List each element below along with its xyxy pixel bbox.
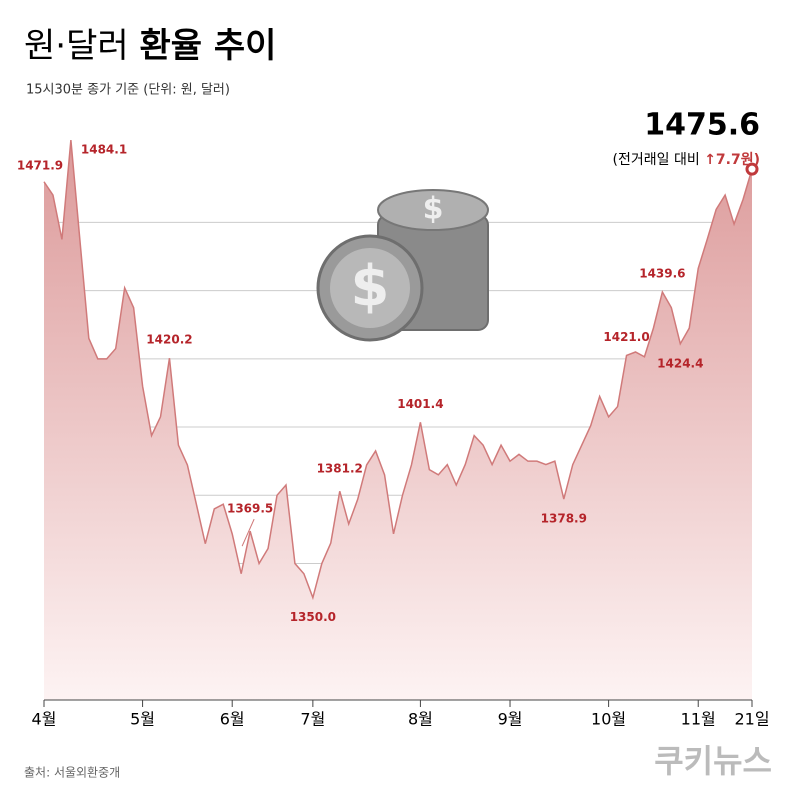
title-bold: 환율 추이	[139, 26, 276, 66]
x-tick-label: 7월	[300, 710, 325, 729]
line	[43, 140, 753, 601]
change-label: ↑7.7원)	[704, 152, 760, 168]
value-label: 1378.9	[541, 512, 587, 526]
svg-text:$: $	[423, 192, 444, 227]
value-label: 1420.2	[146, 333, 192, 347]
value-label: 1439.6	[639, 266, 685, 280]
last-point	[745, 162, 759, 176]
value-label: 1350.0	[290, 610, 336, 624]
value-label: 1471.9	[17, 158, 63, 172]
x-tick-label: 11월	[681, 710, 716, 729]
brand: 쿠키뉴스	[654, 742, 772, 780]
x-tick-label: 4월	[32, 710, 57, 729]
value-label: 1484.1	[81, 143, 127, 157]
svg-text:$: $	[351, 254, 390, 319]
x-tick-label: 10월	[591, 710, 626, 729]
value-label: 1369.5	[227, 502, 273, 516]
title-light: 원·달러	[24, 26, 129, 66]
x-tick-label: 21일	[734, 710, 769, 729]
last-value: 1475.6	[644, 108, 760, 143]
area	[44, 140, 752, 701]
value-label: 1381.2	[317, 462, 363, 476]
coin-icon: $ $	[316, 189, 489, 342]
chart-title: 원·달러 환율 추이	[24, 26, 276, 66]
source: 출처: 서울외환중개	[24, 766, 120, 780]
subtitle: 15시30분 종가 기준 (단위: 원, 달러)	[26, 83, 230, 98]
value-label: 1401.4	[397, 397, 443, 411]
change-prefix: (전거래일 대비	[613, 152, 700, 168]
leader	[241, 518, 255, 547]
x-tick-label: 5월	[130, 710, 155, 729]
change-note: (전거래일 대비 ↑7.7원)	[613, 152, 760, 168]
x-tick-label: 9월	[498, 710, 523, 729]
x-tick-label: 8월	[408, 710, 433, 729]
x-tick-label: 6월	[220, 710, 245, 729]
value-label: 1421.0	[603, 330, 649, 344]
value-label: 1424.4	[657, 356, 703, 370]
